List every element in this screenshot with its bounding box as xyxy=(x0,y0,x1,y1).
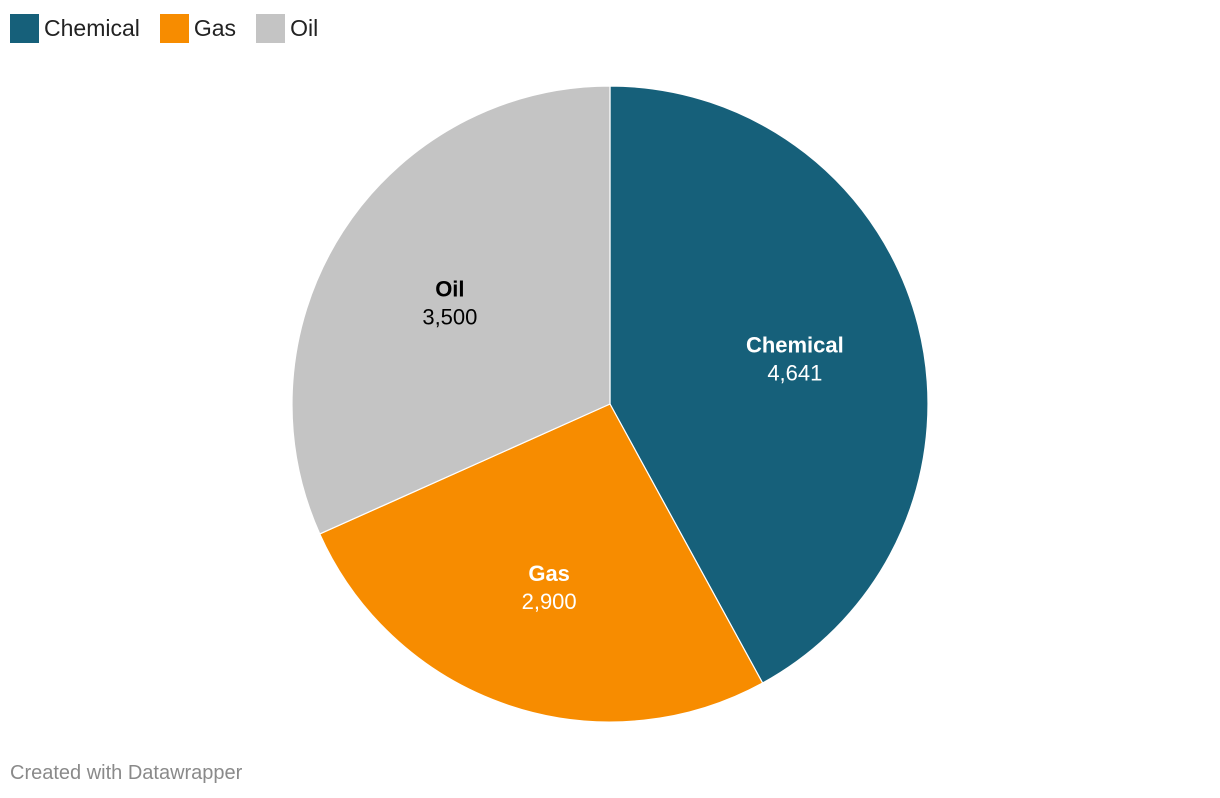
slice-value-gas: 2,900 xyxy=(522,589,577,614)
slice-value-oil: 3,500 xyxy=(422,304,477,329)
slice-label-oil: Oil xyxy=(435,276,464,301)
pie-slice-gas xyxy=(318,403,764,723)
legend-label-oil: Oil xyxy=(290,14,319,41)
slice-value-chemical: 4,641 xyxy=(767,361,822,386)
legend-item-chemical: Chemical xyxy=(10,13,140,43)
slice-label-gas: Gas xyxy=(528,561,570,586)
pie-slice-chemical xyxy=(609,85,929,684)
legend-swatch-gas xyxy=(159,13,189,43)
slice-label-chemical: Chemical xyxy=(746,333,844,358)
legend-swatch-chemical xyxy=(10,13,39,43)
legend-label-gas: Gas xyxy=(193,14,237,41)
chart-legend: Chemical Gas Oil xyxy=(10,13,338,43)
pie-slice-oil xyxy=(291,85,611,535)
legend-item-gas: Gas xyxy=(159,13,237,43)
slice-labels: Chemical 4,641 Gas 2,900 Oil 3,500 xyxy=(422,276,843,614)
legend-swatch-oil xyxy=(256,13,286,43)
legend-item-oil: Oil xyxy=(256,13,319,43)
footer-credit: Created with Datawrapper xyxy=(10,762,243,784)
legend-label-chemical: Chemical xyxy=(44,14,140,41)
